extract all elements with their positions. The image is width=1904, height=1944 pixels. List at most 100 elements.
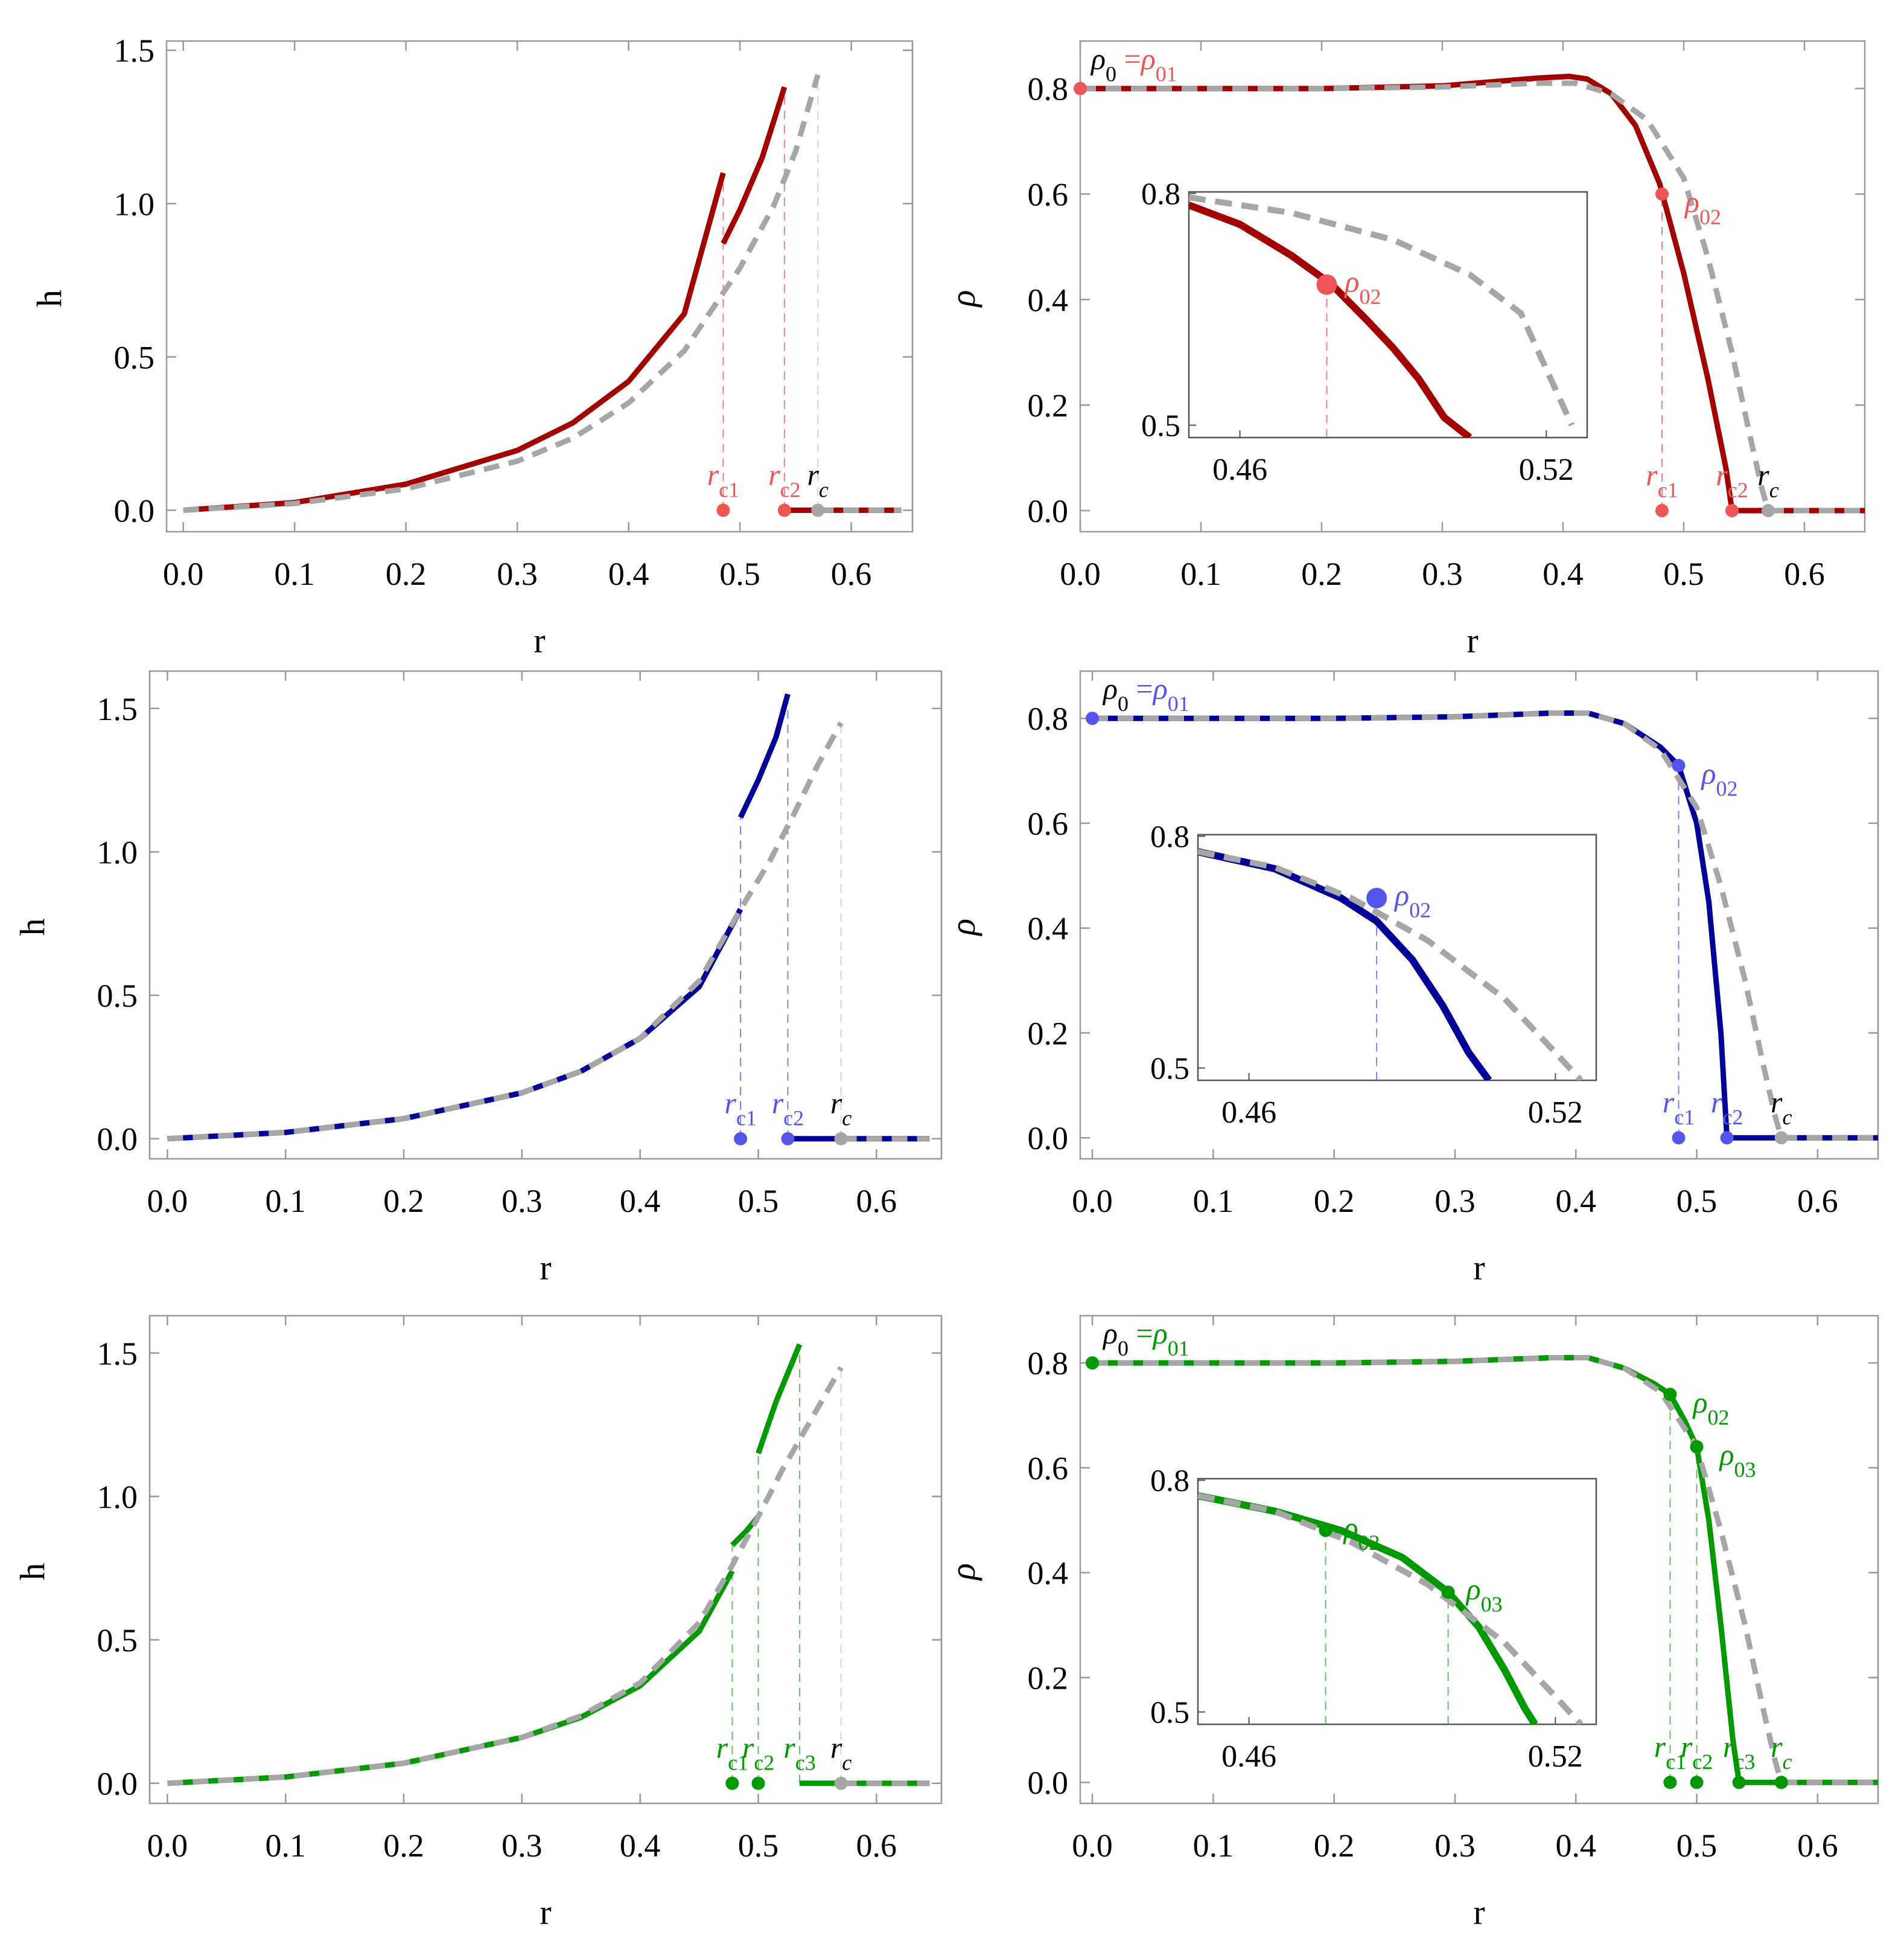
x-tick-label: 0.2	[1314, 1183, 1355, 1219]
data-point	[734, 1132, 748, 1146]
y-tick-label: 1.5	[97, 1336, 138, 1372]
x-tick-label: 0.0	[147, 1828, 188, 1864]
x-tick-label: 0.1	[265, 1828, 306, 1864]
y-tick-label: 1.0	[97, 834, 138, 870]
inset-y-tick-label: 0.5	[1141, 409, 1180, 444]
data-point	[1672, 1131, 1686, 1145]
inset-curves	[1198, 848, 1584, 1080]
plot-frame	[1079, 40, 1866, 533]
y-tick-label: 0.5	[114, 339, 155, 375]
y-tick-label: 0.8	[1028, 1345, 1069, 1382]
y-tick-label: 0.6	[1028, 177, 1069, 213]
data-point	[1655, 504, 1669, 518]
data-point	[834, 1132, 848, 1146]
data-point	[781, 1132, 795, 1146]
y-tick-label: 1.5	[114, 33, 155, 69]
x-tick-label: 0.2	[1314, 1828, 1355, 1864]
data-point	[1086, 712, 1100, 725]
x-tick-label: 0.5	[719, 556, 760, 592]
x-tick-label: 0.4	[620, 1183, 661, 1219]
x-tick-label: 0.6	[1797, 1183, 1838, 1219]
series-segment-2	[738, 693, 791, 819]
inset-reference	[1198, 849, 1584, 1080]
y-tick-label: 0.2	[1028, 1660, 1069, 1696]
y-tick-label: 1.0	[114, 186, 155, 222]
top-label: ρ0 =ρ01	[1102, 1316, 1189, 1360]
x-tick-label: 0.0	[163, 556, 204, 592]
reference-curve	[1092, 1355, 1785, 1783]
inset-y-tick-label: 0.8	[1141, 177, 1180, 212]
inset-y-tick-label: 0.5	[1150, 1696, 1189, 1730]
y-tick-label: 0.8	[1028, 701, 1069, 737]
curves	[1092, 710, 1878, 1141]
inset-y-tick-label: 0.8	[1150, 820, 1189, 855]
x-tick-label: 0.6	[1797, 1828, 1838, 1864]
data-point	[1690, 1440, 1704, 1454]
data-point	[834, 1776, 848, 1790]
plot-frame	[148, 1315, 943, 1805]
marker-label-rc2: rc2	[742, 1731, 774, 1775]
y-tick-label: 0.2	[1028, 387, 1069, 424]
marker-label-rc: rc	[1771, 1730, 1792, 1774]
inset-x-tick-label: 0.52	[1528, 1739, 1583, 1774]
data-point	[1086, 1356, 1100, 1370]
x-tick-label: 0.3	[501, 1828, 543, 1864]
x-tick-label: 0.3	[497, 556, 538, 592]
x-tick-label: 0.1	[274, 556, 315, 592]
data-point	[1663, 1388, 1677, 1401]
x-tick-label: 0.2	[386, 556, 427, 592]
y-tick-label: 0.8	[1028, 71, 1069, 107]
marker-label-rc1: rc1	[707, 457, 739, 502]
inset-y-tick-label: 0.5	[1150, 1052, 1189, 1086]
x-tick-label: 0.5	[1676, 1828, 1718, 1864]
curves	[167, 693, 930, 1142]
data-point	[725, 1776, 739, 1790]
x-tick-label: 0.5	[1663, 556, 1704, 592]
x-tick-label: 0.1	[265, 1183, 306, 1219]
y-tick-label: 0.0	[114, 492, 155, 529]
panel-rho-blue: 0.0 0.1 0.2 0.3 0.4 0.5 0.6 0.0 0.2 0.4 0.6 0.8 r ρ ρ0…	[943, 670, 1879, 1287]
marker-label-rc: rc	[1771, 1085, 1792, 1129]
curves	[167, 1343, 930, 1786]
y-tick-label: 0.5	[97, 978, 138, 1014]
x-tick-label: 0.1	[1193, 1828, 1234, 1864]
data-point	[1655, 187, 1669, 201]
marker-label-rho03: ρ03	[1719, 1438, 1756, 1482]
y-tick-label: 1.5	[97, 691, 138, 727]
x-tick-label: 0.1	[1180, 556, 1221, 592]
y-tick-label: 0.0	[97, 1121, 138, 1158]
inset-x-tick-label: 0.46	[1212, 453, 1267, 487]
marker-label-rc1: rc1	[724, 1086, 756, 1130]
marker-label-rc1: rc1	[1663, 1085, 1695, 1129]
inset-rho-red: 0.46 0.52 0.5 0.8 ρ02	[1141, 177, 1588, 487]
x-tick-label: 0.6	[856, 1183, 897, 1219]
inset-rho-blue: 0.46 0.52 0.5 0.8 ρ02	[1150, 820, 1597, 1130]
x-tick-label: 0.1	[1193, 1183, 1234, 1219]
marker-label-rc: rc	[807, 457, 828, 502]
marker-label-rho02: ρ02	[1692, 1385, 1729, 1429]
x-tick-label: 0.5	[738, 1183, 779, 1219]
inset-x-tick-label: 0.52	[1528, 1095, 1583, 1130]
data-point	[1774, 1776, 1788, 1789]
y-tick-label: 0.4	[1028, 282, 1069, 318]
x-tick-label: 0.6	[1784, 556, 1825, 592]
x-tick-label: 0.4	[1555, 1183, 1596, 1219]
inset-reference	[1198, 1493, 1584, 1724]
inset-marker-label: ρ02	[1343, 1511, 1380, 1555]
data-point	[1074, 81, 1087, 95]
data-point	[716, 503, 730, 517]
marker-label-rc: rc	[830, 1086, 852, 1130]
y-axis-label: ρ	[943, 290, 982, 308]
panel-h-blue: 0.0 0.1 0.2 0.3 0.4 0.5 0.6 0.0 0.5 1.0 1.5 r h rc1 rc…	[13, 670, 943, 1287]
inset-x-tick-label: 0.46	[1221, 1739, 1276, 1774]
curves	[183, 74, 902, 513]
x-tick-label: 0.3	[1434, 1828, 1476, 1864]
marker-label-rc3: rc3	[1723, 1730, 1755, 1774]
data-point	[1725, 504, 1739, 518]
curves	[1092, 1355, 1878, 1785]
panel-h-green: 0.0 0.1 0.2 0.3 0.4 0.5 0.60.00.51.01.5rhrc1rc…	[13, 1315, 943, 1932]
marker-label-rc3: rc3	[783, 1731, 815, 1775]
marker-label-rc: rc	[1757, 458, 1778, 502]
inset-data-point	[1441, 1585, 1455, 1599]
